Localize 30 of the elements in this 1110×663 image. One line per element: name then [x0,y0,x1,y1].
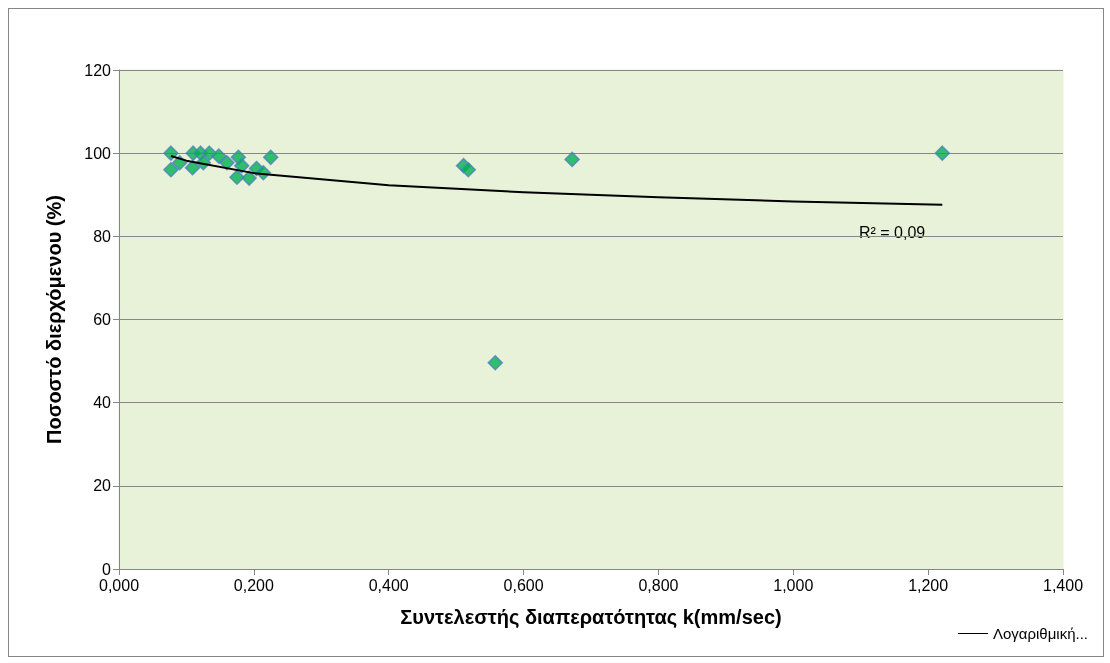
point [241,170,257,186]
point [262,149,279,166]
point [460,162,477,178]
point [487,355,503,371]
x-tick-label: 1,000 [773,576,814,594]
point [229,169,245,186]
x-tick-label: 0,600 [503,576,544,594]
x-tick-label: 1,400 [1042,576,1084,594]
y-axis-title: Ποσοστό διερχόμενου (%) [43,195,65,444]
point [184,159,201,176]
y-tick-label: 60 [93,311,112,328]
y-tick-label: 80 [93,227,112,245]
x-tick-label: 0,400 [368,576,409,594]
x-tick-label: 0,800 [638,576,679,594]
y-tick-label: 0 [102,560,112,578]
point [163,162,179,178]
x-tick-label: 0,000 [98,576,140,594]
point [934,145,951,161]
y-tick-label: 120 [84,61,112,79]
legend-label: Λογαριθμική... [992,625,1088,642]
point [219,154,235,171]
point [211,148,227,164]
y-tick-label: 40 [93,394,112,412]
point [564,151,580,168]
point [163,145,179,161]
y-tick-label: 20 [93,477,112,495]
x-tick-label: 1,200 [908,576,949,594]
x-axis-title: Συντελεστής διαπερατότητας k(mm/sec) [400,606,782,628]
y-tick-label: 100 [84,144,112,162]
x-tick-label: 0,200 [233,576,274,594]
